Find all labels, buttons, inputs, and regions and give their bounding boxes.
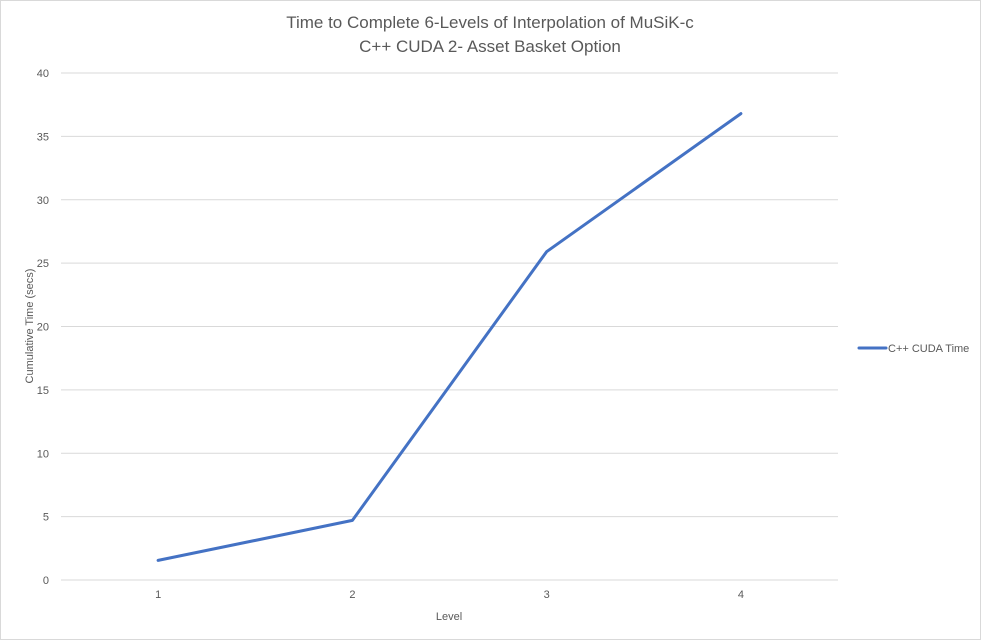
chart-title-line-1: Time to Complete 6-Levels of Interpolati… bbox=[286, 13, 694, 32]
y-tick-label: 10 bbox=[37, 448, 49, 460]
x-tick-label: 3 bbox=[544, 589, 550, 601]
y-axis-ticks: 0 5 10 15 20 25 30 35 40 bbox=[37, 68, 49, 587]
x-tick-label: 4 bbox=[738, 589, 744, 601]
x-tick-label: 2 bbox=[349, 589, 355, 601]
y-tick-label: 25 bbox=[37, 258, 49, 270]
y-axis-label: Cumulative Time (secs) bbox=[24, 269, 36, 384]
series-line-cpp-cuda-time bbox=[158, 114, 741, 561]
legend-label-cpp-cuda-time: C++ CUDA Time bbox=[888, 343, 969, 355]
x-axis-ticks: 1 2 3 4 bbox=[155, 589, 744, 601]
gridlines bbox=[61, 73, 838, 580]
x-axis-label: Level bbox=[436, 611, 462, 623]
y-tick-label: 0 bbox=[43, 575, 49, 587]
legend: C++ CUDA Time bbox=[859, 343, 969, 355]
y-tick-label: 20 bbox=[37, 322, 49, 334]
y-tick-label: 40 bbox=[37, 68, 49, 80]
y-tick-label: 5 bbox=[43, 512, 49, 524]
chart-title-line-2: C++ CUDA 2- Asset Basket Option bbox=[359, 37, 621, 56]
x-tick-label: 1 bbox=[155, 589, 161, 601]
y-tick-label: 35 bbox=[37, 131, 49, 143]
y-tick-label: 30 bbox=[37, 195, 49, 207]
y-tick-label: 15 bbox=[37, 385, 49, 397]
series-layer bbox=[158, 113, 741, 560]
